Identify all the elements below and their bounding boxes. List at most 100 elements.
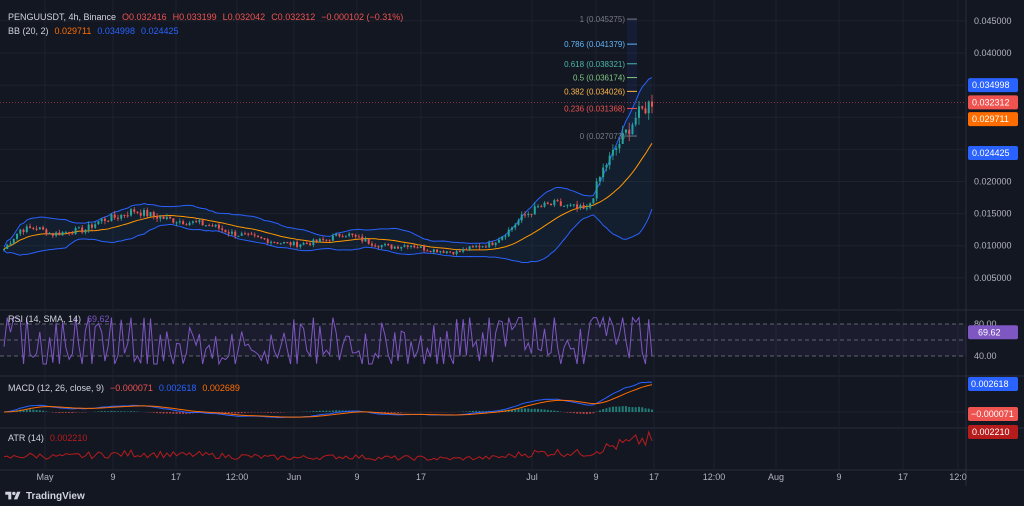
macd-hist-bar — [514, 409, 517, 412]
macd-hist-bar — [341, 410, 344, 412]
candle-body — [361, 236, 364, 242]
candle-body — [312, 239, 315, 245]
time-tick-label: 17 — [171, 472, 181, 482]
symbol-label[interactable]: PENGUUSDT, 4h, Binance — [8, 12, 117, 22]
candle-body — [641, 106, 644, 109]
candle-body — [331, 235, 334, 241]
candle-body — [605, 165, 608, 168]
macd-hist-bar — [524, 408, 527, 412]
macd-hist-bar — [331, 410, 334, 412]
candle-body — [546, 202, 549, 204]
atr-label[interactable]: ATR (14) — [8, 433, 44, 443]
candle-body — [234, 231, 237, 237]
rsi-line — [3, 315, 653, 366]
macd-hist-bar — [22, 409, 25, 412]
macd-hist-bar — [97, 411, 100, 412]
rsi-badge-label: 69.62 — [978, 327, 1001, 337]
atr-badge-bg — [968, 425, 1018, 439]
candle-body — [579, 205, 582, 209]
macd-badge: −0.000071 — [968, 407, 1018, 421]
candle-body — [517, 220, 520, 225]
macd-hist-bar — [611, 406, 614, 412]
candle-body — [143, 209, 146, 216]
macd-hist-bar — [579, 412, 582, 414]
macd-hist-bar — [123, 411, 126, 412]
candle-body — [51, 232, 54, 236]
candle-body — [592, 198, 595, 204]
price-badge-label: 0.029711 — [972, 114, 1009, 124]
bb-basis-value: 0.029711 — [54, 26, 92, 36]
candle-body — [217, 224, 220, 229]
candle-body — [120, 214, 123, 219]
macd-hist-bar — [182, 412, 185, 414]
candle-body — [351, 233, 354, 235]
macd-hist-bar — [25, 409, 28, 412]
time-tick-label: 17 — [416, 472, 426, 482]
tradingview-logo[interactable]: TradingView — [4, 490, 85, 502]
candle-body — [107, 220, 110, 222]
rsi-label[interactable]: RSI (14, SMA, 14) — [8, 314, 82, 324]
candle-body — [116, 217, 119, 219]
candle-body — [211, 225, 214, 227]
candle-body — [393, 246, 396, 249]
price-badge-bg — [968, 146, 1018, 161]
candle-body — [221, 228, 224, 230]
candle-body — [328, 239, 331, 241]
macd-hist-bar — [328, 410, 331, 412]
rsi-legend: RSI (14, SMA, 14) 69.62 — [8, 314, 110, 324]
candle-body — [260, 236, 263, 239]
candle-body — [9, 243, 12, 245]
macd-hist-bar — [247, 412, 250, 413]
time-tick-label: Jun — [287, 472, 302, 482]
macd-hist-bar — [273, 412, 276, 413]
macd-hist-bar — [533, 408, 536, 412]
macd-hist-bar — [165, 412, 168, 414]
macd-hist-bar — [270, 412, 273, 413]
macd-hist-bar — [234, 412, 237, 414]
macd-hist-bar — [634, 407, 637, 412]
candle-body — [129, 209, 132, 216]
candle-body — [159, 216, 162, 219]
macd-label[interactable]: MACD (12, 26, close, 9) — [8, 383, 105, 393]
candle-body — [123, 214, 126, 216]
candle-body — [410, 245, 413, 247]
atr-line — [3, 430, 653, 462]
macd-hist-bar — [38, 410, 41, 412]
macd-hist-bar — [387, 412, 390, 413]
fib-level-label: 0.236 (0.031368) — [564, 104, 625, 113]
bb-lower-line — [3, 208, 653, 263]
macd-signal-value: 0.002689 — [202, 383, 240, 393]
macd-histogram — [6, 406, 653, 415]
fib-level-label: 0.618 (0.038321) — [564, 60, 625, 69]
candle-body — [126, 215, 129, 217]
candle-body — [553, 200, 556, 206]
candle-body — [32, 227, 35, 229]
macd-hist-bar — [318, 410, 321, 412]
macd-hist-bar — [312, 411, 315, 412]
candle-body — [436, 249, 439, 253]
candle-body — [253, 234, 256, 236]
candle-body — [309, 243, 312, 245]
candle-body — [631, 124, 634, 135]
candle-body — [38, 227, 41, 230]
macd-hist-bar — [152, 412, 155, 413]
time-tick-label: 9 — [593, 472, 598, 482]
time-tick-label: 9 — [354, 472, 359, 482]
candle-body — [214, 224, 217, 227]
rsi-value: 69.62 — [87, 314, 110, 324]
time-tick-label: 12:0 — [949, 472, 967, 482]
candle-body — [256, 235, 259, 237]
candle-body — [318, 238, 321, 242]
candle-body — [172, 218, 175, 223]
macd-hist-bar — [322, 410, 325, 412]
atr-badge: 0.002210 — [968, 425, 1018, 439]
candle-body — [344, 235, 347, 237]
candle-body — [419, 246, 422, 248]
macd-hist-bar — [468, 411, 471, 412]
candle-body — [651, 101, 653, 107]
bb-label[interactable]: BB (20, 2) — [8, 26, 49, 36]
macd-hist-bar — [325, 410, 328, 412]
macd-hist-bar — [240, 412, 243, 414]
candle-body — [611, 149, 614, 156]
